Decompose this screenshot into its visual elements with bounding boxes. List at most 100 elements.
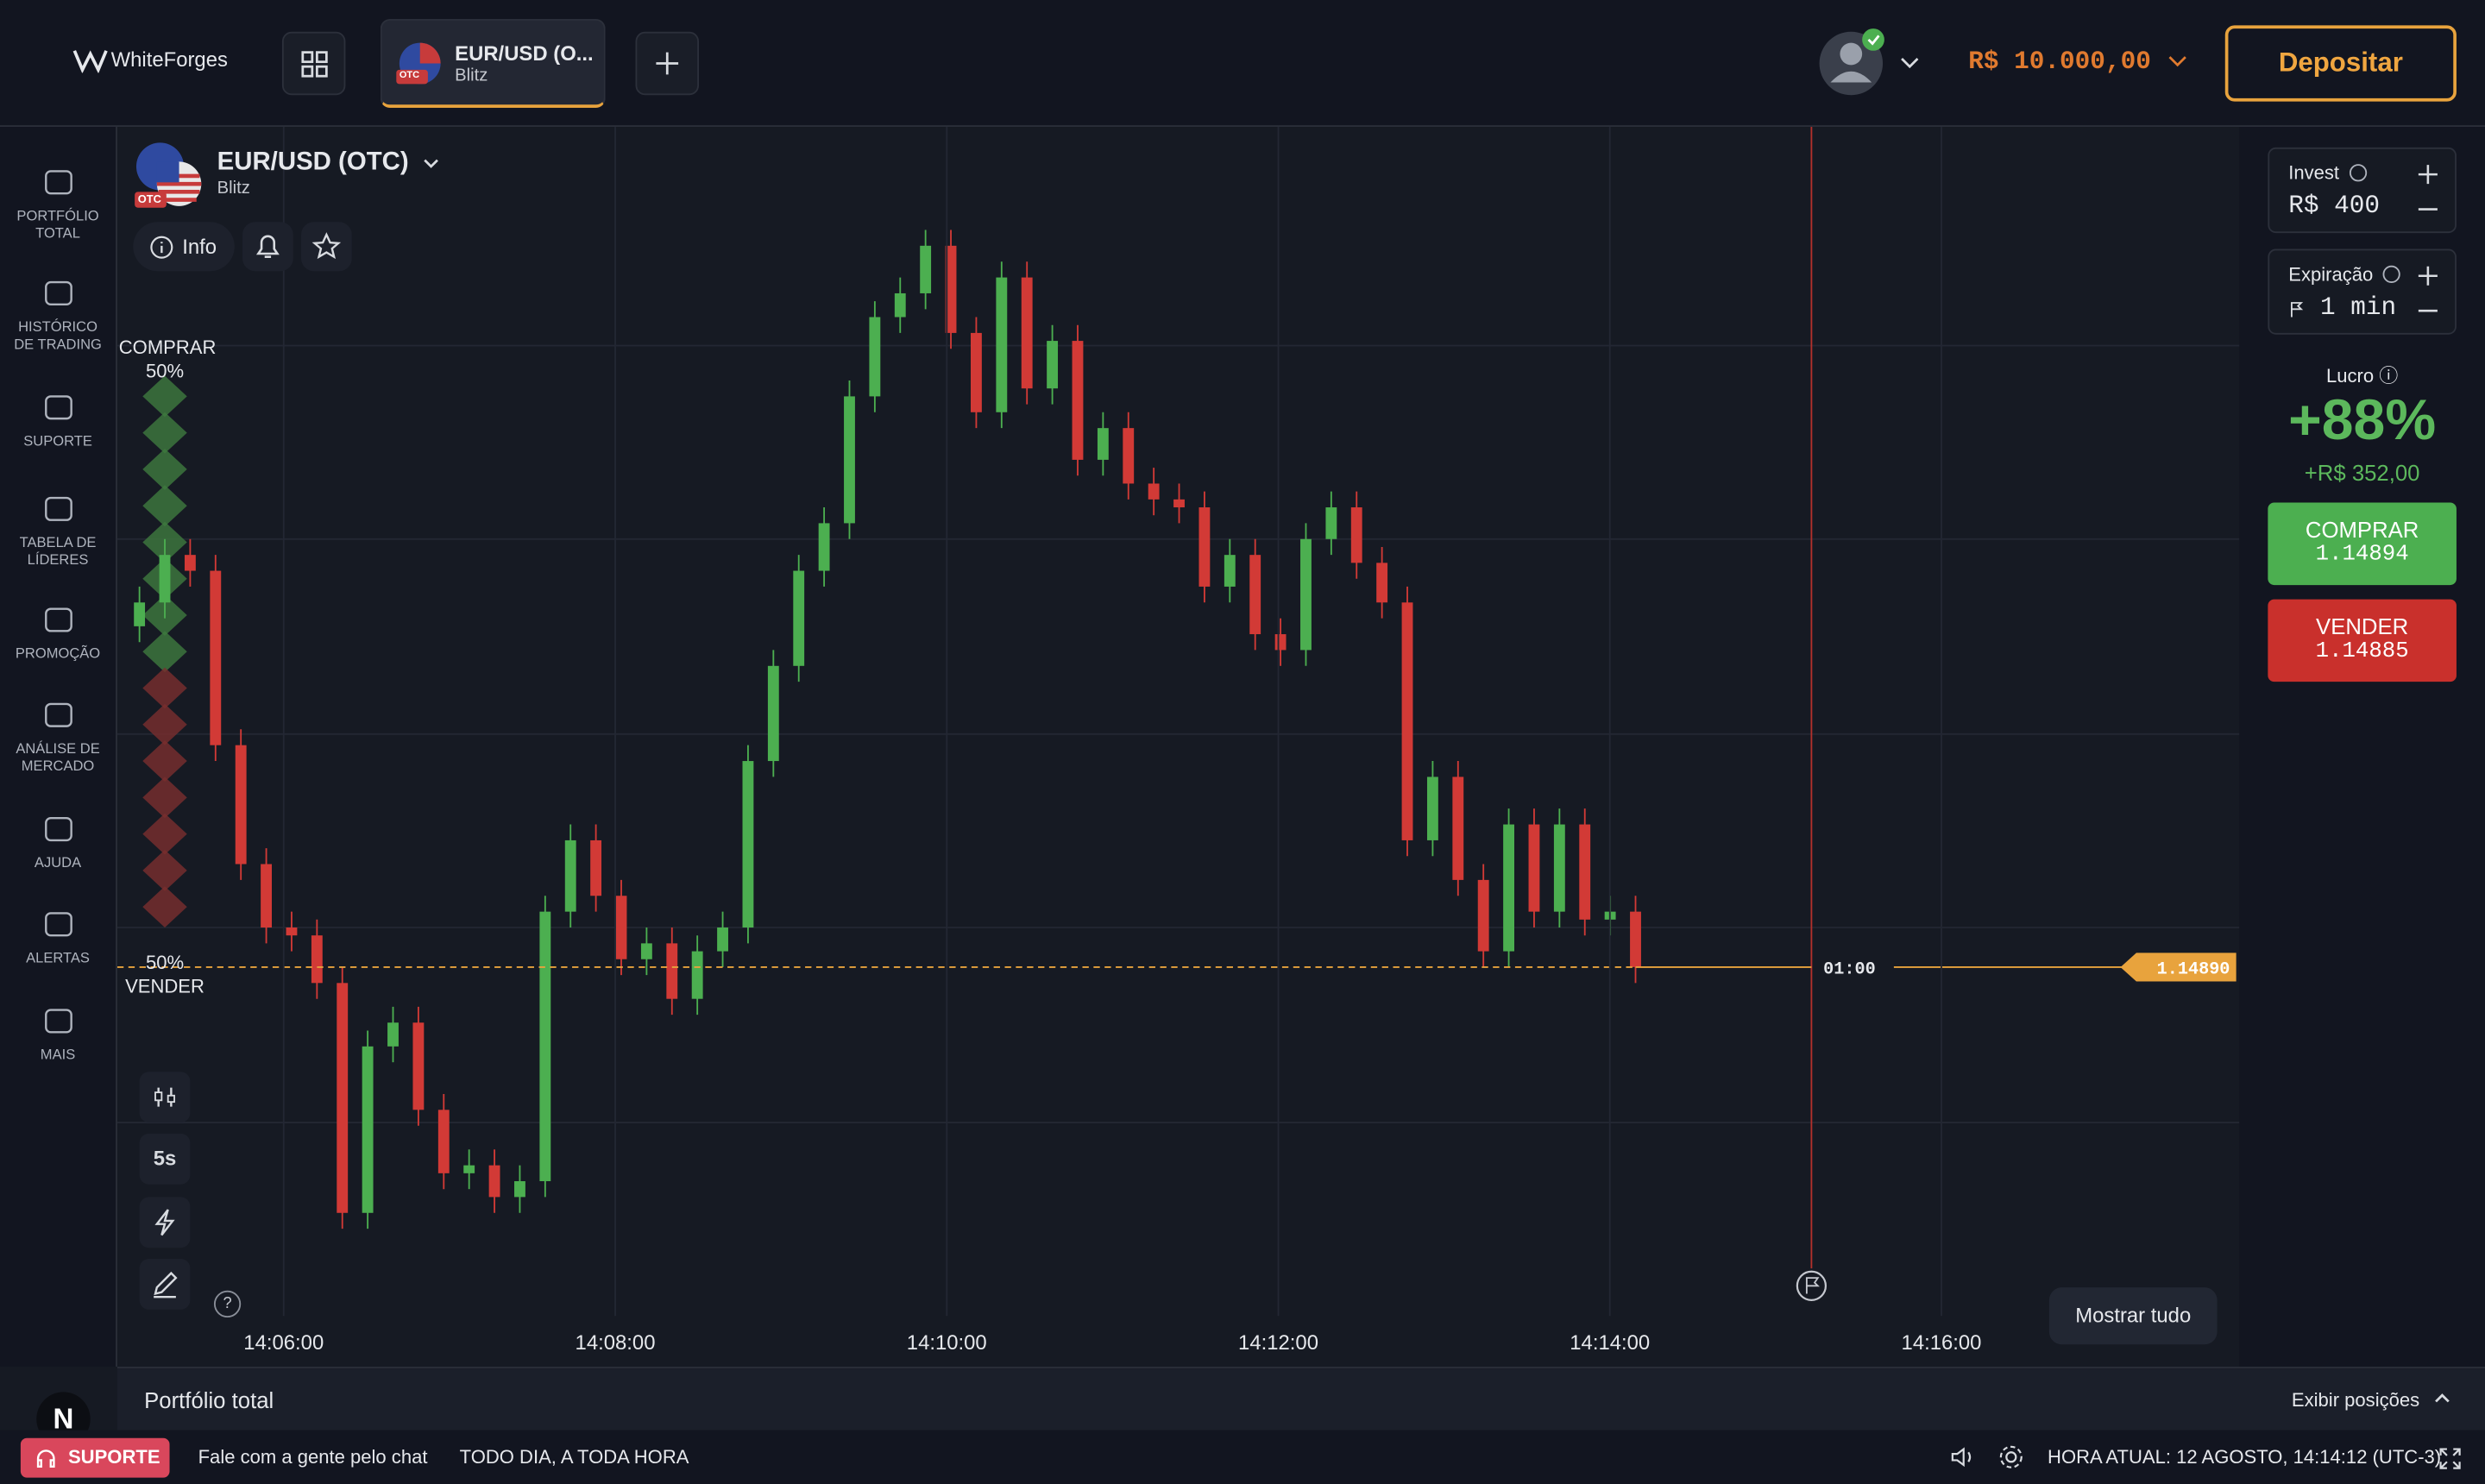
sell-label: VENDER [2316,613,2409,639]
sentiment-diamond [142,412,187,454]
sentiment-diamond [142,886,187,928]
draw-button[interactable] [139,1259,191,1310]
sentiment-diamond [142,777,187,819]
candle-body [590,839,602,896]
expiry-label: Expiração [2288,263,2374,286]
sidebar-item[interactable]: HISTÓRICO DE TRADING [0,276,116,352]
x-tick-label: 14:12:00 [1238,1331,1318,1355]
sell-price: 1.14885 [2315,638,2409,664]
sidebar: PORTFÓLIO TOTAL HISTÓRICO DE TRADING SUPOR… [0,127,117,1368]
asset-badge: OTC [137,195,161,206]
candle-body [1274,634,1287,651]
candle-body [920,245,932,293]
profit-label-text: Lucro [2325,364,2375,387]
sidebar-item[interactable]: ANÁLISE DE MERCADO [0,698,116,774]
asset-flag [135,142,202,208]
sidebar-item[interactable]: AJUDA [0,812,116,871]
candle-body [286,928,298,936]
sentiment-diamond [142,485,187,527]
sidebar-item[interactable]: SUPORTE [0,390,116,450]
sentiment-sell: 50% VENDER [119,952,211,999]
candle-body [488,1165,500,1198]
footer-icons[interactable] [1949,1444,2032,1469]
grid-button[interactable] [281,31,346,96]
candle-body [1630,911,1641,967]
sentiment-sell-label: VENDER [125,975,204,997]
candle-body [1350,507,1362,563]
candle-body [412,1022,425,1110]
buy-button[interactable]: COMPRAR 1.14894 [2268,502,2457,586]
candle-body [1097,428,1109,460]
candle-body [159,555,171,603]
fullscreen-button[interactable] [2438,1446,2463,1471]
invest-label: Invest [2288,161,2340,185]
sell-button[interactable]: VENDER 1.14885 [2268,599,2457,682]
show-all-button[interactable]: Mostrar tudo [2048,1287,2218,1345]
logo: WhiteForges [110,47,228,72]
candle-body [1553,824,1565,912]
deposit-button[interactable]: Depositar [2224,25,2457,102]
candle-body [818,523,830,571]
candle-body [564,839,576,912]
balance[interactable]: R$ 10.000,00 [1968,47,2151,77]
sidebar-item[interactable]: PORTFÓLIO TOTAL [0,165,116,241]
sidebar-label: SUPORTE [23,432,92,450]
candle-body [1198,507,1211,587]
candle-body [1072,341,1084,460]
sentiment-sell-value: 50% [145,951,185,974]
candle-body [1325,507,1337,539]
candle-body [1300,538,1312,651]
sidebar-item[interactable]: PROMOÇÃO [0,602,116,662]
candle-body [1528,824,1540,912]
add-tab-button[interactable] [635,31,700,96]
sidebar-item[interactable]: TABELA DE LÍDERES [0,492,116,568]
candle-body [1047,341,1059,389]
timeframe-button[interactable]: 5s [139,1133,191,1185]
portfolio-toggle[interactable]: Exibir posições [2291,1388,2420,1412]
logo-icon [72,50,108,73]
price-label: 1.14890 [2157,959,2230,979]
hours-text: TODO DIA, A TODA HORA [459,1445,689,1468]
help-button[interactable]: ? [213,1290,242,1318]
x-tick-label: 14:08:00 [576,1331,656,1355]
price-tag [2120,953,2236,982]
price-line: 01:00 1.14890 [116,953,2236,982]
info-button[interactable]: Info [133,222,235,272]
candle-body [945,245,957,333]
chart-type-button[interactable] [139,1072,191,1123]
sidebar-item[interactable]: MAIS [0,1003,116,1063]
indicators-button[interactable] [139,1197,191,1248]
support-label: SUPORTE [67,1445,160,1468]
candle-body [437,1110,450,1173]
expiry-box[interactable]: Expiração 1 min [2268,248,2457,335]
alert-button[interactable] [242,222,293,272]
candle-body [640,943,652,959]
support-button[interactable]: SUPORTE [20,1437,170,1478]
expiry-value: 1 min [2319,292,2397,323]
candle-body [869,317,881,397]
sentiment-diamond [142,631,187,673]
sentiment-diamond [142,667,187,709]
portfolio-bar: Portfólio total Exibir posições [116,1367,2485,1431]
candle-body [1021,277,1033,389]
sidebar-label: MAIS [40,1046,76,1063]
candle-body [1173,499,1185,508]
sidebar-label: HISTÓRICO DE TRADING [14,318,102,352]
invest-box[interactable]: Invest R$ 400 [2268,147,2457,234]
asset-name[interactable]: EUR/USD (OTC) [217,148,409,176]
sidebar-item[interactable]: ALERTAS [0,907,116,966]
favorite-button[interactable] [300,222,352,272]
avatar[interactable] [1816,25,1930,98]
asset-mode: Blitz [217,179,250,198]
x-tick-label: 14:14:00 [1570,1331,1650,1355]
x-tick-label: 14:16:00 [1902,1331,1982,1355]
tab-badge: OTC [399,71,420,81]
candle-body [1224,555,1236,587]
sidebar-label: ANÁLISE DE MERCADO [16,740,100,773]
candle-body [717,928,728,952]
asset-tab[interactable]: OTC EUR/USD (O... Blitz [380,19,606,108]
sentiment-bar [142,375,187,928]
sentiment-diamond [142,740,187,782]
info-label: Info [182,234,217,259]
sentiment-diamond [142,703,187,745]
